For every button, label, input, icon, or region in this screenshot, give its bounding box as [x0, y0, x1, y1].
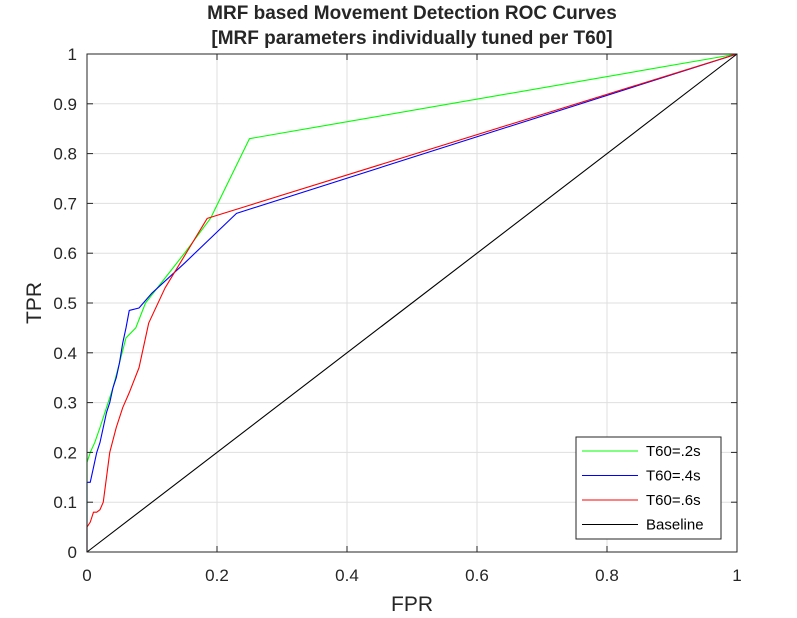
x-axis-label: FPR	[391, 593, 433, 616]
series-line-baseline	[86, 53, 738, 553]
y-tick-label: 0.1	[53, 493, 77, 512]
x-tick-label: 0	[82, 566, 91, 585]
series-line-t60-6s	[86, 53, 738, 552]
grid-lines	[86, 53, 738, 553]
y-tick-label: 0.2	[53, 443, 77, 462]
legend-label: T60=.4s	[646, 468, 701, 485]
x-tick-label: 0.6	[465, 566, 489, 585]
legend-label: Baseline	[646, 517, 704, 534]
series-layer	[86, 53, 738, 553]
x-tick-label: 1	[732, 566, 741, 585]
y-tick-label: 0.7	[53, 194, 77, 213]
x-axis-ticks: 0 0.2 0.4 0.6 0.8 1	[82, 54, 742, 585]
legend-box	[575, 436, 722, 540]
series-line-t60-4s	[86, 53, 738, 552]
y-tick-label: 0.3	[53, 394, 77, 413]
y-tick-label: 0.4	[53, 344, 77, 363]
legend-label: T60=.2s	[646, 443, 701, 460]
y-tick-label: 0.9	[53, 95, 77, 114]
chart-title: MRF based Movement Detection ROC Curves	[207, 3, 617, 24]
plot-area	[86, 53, 738, 553]
y-tick-label: 0	[68, 543, 77, 562]
chart-subtitle: [MRF parameters individually tuned per T…	[211, 28, 612, 49]
y-axis-ticks: 0 0.1 0.2 0.3 0.4 0.5 0.6 0.7 0.8 0.9 1	[53, 45, 737, 562]
y-tick-label: 0.5	[53, 294, 77, 313]
x-tick-label: 0.8	[595, 566, 619, 585]
y-tick-label: 0.8	[53, 145, 77, 164]
y-tick-label: 0.6	[53, 244, 77, 263]
legend: T60=.2s T60=.4s T60=.6s Baseline	[575, 436, 722, 540]
x-tick-label: 0.4	[335, 566, 359, 585]
legend-label: T60=.6s	[646, 492, 701, 509]
y-axis-label: TPR	[23, 282, 46, 324]
x-tick-label: 0.2	[205, 566, 229, 585]
series-line-t60-2s	[86, 53, 738, 552]
y-tick-label: 1	[68, 45, 77, 64]
